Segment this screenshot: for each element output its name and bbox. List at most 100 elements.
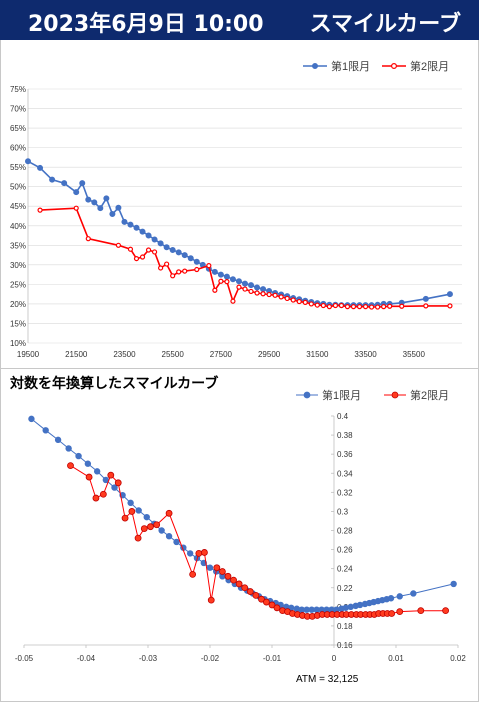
data-point bbox=[169, 246, 176, 253]
y-tick-label: 30% bbox=[10, 261, 26, 270]
data-point bbox=[254, 284, 261, 291]
data-point bbox=[268, 601, 276, 609]
data-point bbox=[165, 533, 173, 540]
data-point bbox=[54, 436, 62, 444]
data-point bbox=[388, 610, 396, 617]
y-tick-label: 0.28 bbox=[337, 527, 353, 536]
data-point bbox=[396, 608, 404, 616]
y-tick-label: 20% bbox=[10, 300, 26, 309]
data-point bbox=[290, 297, 296, 303]
data-point bbox=[213, 564, 221, 572]
data-point bbox=[422, 295, 429, 302]
legend-label: 第2限月 bbox=[410, 59, 449, 73]
x-tick-label: 19500 bbox=[17, 350, 40, 359]
y-tick-label: 25% bbox=[10, 280, 26, 289]
data-point bbox=[42, 427, 49, 434]
data-point bbox=[133, 224, 140, 231]
data-point bbox=[151, 249, 158, 255]
data-point bbox=[260, 291, 266, 297]
data-point bbox=[67, 462, 74, 470]
y-tick-label: 55% bbox=[10, 163, 26, 172]
y-tick-label: 0.36 bbox=[337, 450, 353, 459]
data-point bbox=[302, 299, 308, 305]
data-point bbox=[181, 252, 188, 259]
data-point bbox=[248, 282, 255, 289]
data-point bbox=[194, 266, 200, 273]
data-point bbox=[93, 468, 101, 475]
data-point bbox=[278, 294, 284, 300]
y-tick-label: 0.3 bbox=[337, 507, 349, 516]
data-point bbox=[151, 236, 158, 243]
data-point bbox=[396, 593, 403, 600]
data-point bbox=[258, 595, 265, 603]
data-point bbox=[246, 588, 254, 595]
data-point bbox=[127, 221, 134, 228]
legend-label: 第2限月 bbox=[410, 388, 449, 402]
x-tick-label: 23500 bbox=[113, 350, 136, 359]
chart-divider bbox=[0, 368, 479, 369]
x-tick-label: 27500 bbox=[210, 350, 233, 359]
data-point bbox=[193, 258, 200, 265]
data-point bbox=[266, 291, 272, 298]
x-tick-label: 31500 bbox=[306, 350, 329, 359]
legend-marker bbox=[391, 63, 398, 70]
data-point bbox=[85, 236, 91, 242]
data-point bbox=[140, 525, 148, 532]
data-point bbox=[139, 254, 146, 260]
data-point bbox=[111, 484, 118, 491]
data-point bbox=[344, 304, 351, 310]
data-point bbox=[410, 590, 417, 597]
data-point bbox=[254, 290, 260, 296]
data-point bbox=[139, 228, 146, 235]
data-point bbox=[37, 164, 44, 171]
data-point bbox=[308, 301, 314, 307]
y-tick-label: 60% bbox=[10, 144, 26, 153]
y-tick-label: 35% bbox=[10, 241, 26, 250]
data-point bbox=[381, 304, 387, 310]
data-point bbox=[134, 534, 142, 542]
data-point bbox=[399, 303, 405, 309]
y-tick-label: 75% bbox=[10, 85, 26, 94]
data-point bbox=[173, 538, 180, 546]
y-tick-label: 10% bbox=[10, 339, 26, 348]
data-point bbox=[176, 269, 182, 275]
data-point bbox=[153, 521, 161, 529]
data-point bbox=[224, 572, 232, 580]
data-point bbox=[235, 278, 242, 285]
y-tick-label: 0.32 bbox=[337, 488, 353, 497]
data-point bbox=[157, 240, 164, 247]
data-point bbox=[387, 303, 393, 309]
data-point bbox=[175, 249, 182, 256]
data-point bbox=[115, 242, 122, 248]
data-point bbox=[218, 568, 226, 575]
data-point bbox=[230, 576, 237, 584]
y-tick-label: 0.34 bbox=[337, 469, 353, 478]
x-tick-label: -0.02 bbox=[201, 654, 220, 663]
y-tick-label: 0.18 bbox=[337, 622, 353, 631]
data-point bbox=[158, 527, 165, 534]
y-tick-label: 0.16 bbox=[337, 641, 353, 650]
data-point bbox=[223, 273, 230, 280]
data-point bbox=[387, 595, 395, 602]
x-tick-label: 25500 bbox=[162, 350, 185, 359]
series-line bbox=[40, 207, 450, 308]
data-point bbox=[92, 494, 100, 502]
y-tick-label: 40% bbox=[10, 222, 26, 231]
data-point bbox=[145, 232, 152, 239]
header-date: 2023年6月9日 10:00 bbox=[28, 12, 264, 37]
data-point bbox=[450, 580, 457, 588]
x-tick-label: -0.03 bbox=[139, 654, 158, 663]
data-point bbox=[368, 304, 375, 310]
y-tick-label: 45% bbox=[10, 202, 26, 211]
data-point bbox=[224, 279, 230, 285]
data-point bbox=[242, 280, 249, 287]
data-point bbox=[186, 550, 194, 557]
data-point bbox=[326, 304, 332, 310]
data-point bbox=[143, 513, 150, 521]
data-point bbox=[195, 549, 203, 557]
data-point bbox=[85, 196, 92, 203]
data-point bbox=[135, 507, 142, 514]
data-point bbox=[147, 523, 154, 531]
data-point bbox=[252, 591, 260, 599]
y-tick-label: 15% bbox=[10, 319, 26, 328]
